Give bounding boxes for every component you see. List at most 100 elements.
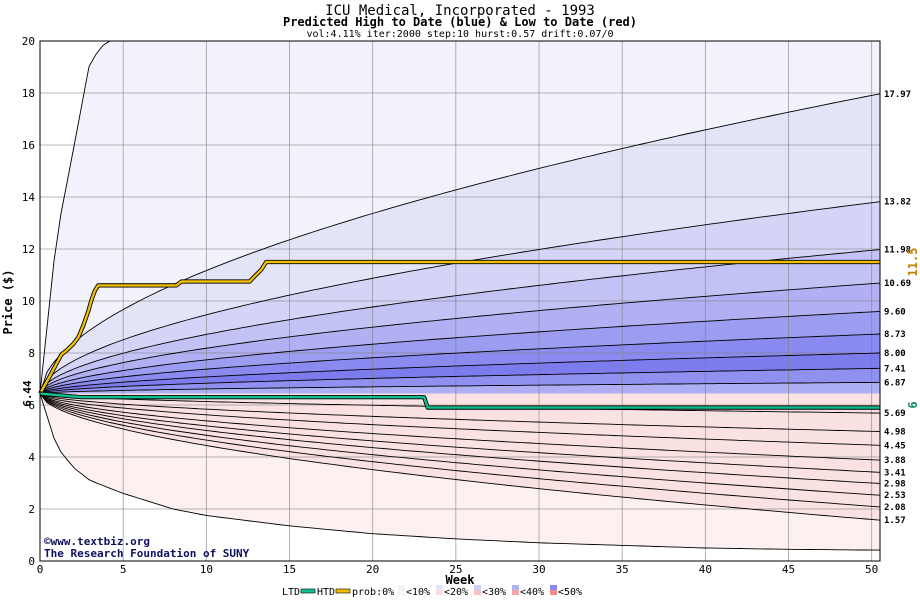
right-marker-label: 11.5 <box>906 248 920 277</box>
chart-params: vol:4.11% iter:2000 step:10 hurst:0.57 d… <box>306 29 613 40</box>
legend-band-label: <10% <box>406 587 430 598</box>
credit-line-1: ©www.textbiz.org <box>44 535 150 548</box>
band-end-label: 9.60 <box>884 307 906 317</box>
band-end-label: 8.00 <box>884 349 906 359</box>
probability-band <box>40 334 880 394</box>
legend-band-label: <20% <box>444 587 468 598</box>
band-boundary-line <box>39 352 881 395</box>
band-boundary-line <box>39 367 881 395</box>
probability-band <box>40 368 880 394</box>
y-tick-label: 12 <box>22 243 35 256</box>
x-axis-label: Week <box>446 573 476 587</box>
band-end-label: 7.41 <box>884 364 906 374</box>
y-axis-label: Price ($) <box>1 269 15 334</box>
legend-band-swatch-blue <box>550 585 557 590</box>
outer-boundary-line <box>39 393 880 551</box>
y-tick-label: 14 <box>22 191 36 204</box>
y-tick-label: 16 <box>22 139 35 152</box>
band-boundary-line <box>39 393 881 461</box>
y-tick-label: 20 <box>22 35 35 48</box>
x-tick-label: 35 <box>616 563 629 576</box>
x-tick-label: 30 <box>532 563 545 576</box>
start-price-label: 6.44 <box>21 380 34 407</box>
chart-title: ICU Medical, Incorporated - 1993 <box>325 3 595 19</box>
x-tick-label: 50 <box>865 563 878 576</box>
y-tick-label: 2 <box>28 503 35 516</box>
legend-band-swatch-blue <box>436 585 443 590</box>
x-tick-label: 40 <box>699 563 712 576</box>
y-tick-label: 0 <box>28 555 35 568</box>
legend-band-label: <50% <box>558 587 582 598</box>
y-tick-label: 6 <box>28 399 35 412</box>
band-boundary-line <box>39 282 881 394</box>
band-end-label: 4.45 <box>884 441 906 451</box>
legend-band-swatch-blue <box>398 585 405 590</box>
end-labels: 17.97 13.82 11.98 10.69 9.60 8.73 8.00 7.41 6.87… <box>884 90 920 526</box>
y-tick-label: 8 <box>28 347 35 360</box>
band-boundary-line <box>39 393 881 521</box>
band-boundary-line <box>39 333 881 394</box>
band-end-label: 10.69 <box>884 279 911 289</box>
ltd-series-line <box>39 392 880 409</box>
x-tick-label: 25 <box>449 563 462 576</box>
legend-band-swatch-red <box>398 590 405 595</box>
legend-band-label: <40% <box>520 587 544 598</box>
band-end-label: 13.82 <box>884 198 911 208</box>
band-end-label: 8.73 <box>884 330 906 340</box>
band-boundary-line <box>39 381 880 395</box>
x-tick-label: 10 <box>200 563 213 576</box>
band-end-label: 4.98 <box>884 428 906 438</box>
y-tick-label: 18 <box>22 87 35 100</box>
band-boundary-line <box>39 393 881 432</box>
legend-band-swatch-blue <box>512 585 519 590</box>
x-tick-label: 5 <box>120 563 127 576</box>
probability-band <box>40 283 880 394</box>
legend-band-swatch-blue <box>474 585 481 590</box>
band-end-label: 3.88 <box>884 456 906 466</box>
x-tick-label: 20 <box>366 563 379 576</box>
band-end-label: 3.41 <box>884 468 906 478</box>
chart-subtitle: Predicted High to Date (blue) & Low to D… <box>283 15 637 29</box>
band-boundary-line <box>39 310 881 394</box>
y-tick-label: 10 <box>22 295 35 308</box>
band-end-label: 17.97 <box>884 90 911 100</box>
probability-band <box>40 93 880 394</box>
legend-band-swatch-red <box>436 590 443 595</box>
legend: LTD HTD prob:0% <10% <20% <30% <40% <50% <box>282 585 582 598</box>
probability-band <box>40 41 880 394</box>
probability-band <box>40 201 880 394</box>
legend-band-swatch-red <box>550 590 557 595</box>
legend-prob-label: prob:0% <box>352 587 394 598</box>
band-end-label: 2.98 <box>884 480 906 490</box>
x-tick-label: 45 <box>782 563 795 576</box>
series-lines <box>38 259 880 410</box>
band-end-label: 2.53 <box>884 491 906 501</box>
legend-band-label: <30% <box>482 587 506 598</box>
x-tick-label: 15 <box>283 563 296 576</box>
band-boundary-line <box>39 393 881 496</box>
x-tick-label: 0 <box>37 563 44 576</box>
band-end-label: 6.87 <box>884 378 906 388</box>
band-boundary-line <box>39 393 881 446</box>
legend-htd-swatch <box>335 588 351 594</box>
htd-series-line <box>38 260 880 395</box>
probability-band <box>40 382 880 394</box>
y-tick-label: 4 <box>28 451 35 464</box>
band-end-label: 2.08 <box>884 503 906 513</box>
plot-frame <box>39 40 881 562</box>
legend-ltd-swatch <box>300 588 316 594</box>
credit-line-2: The Research Foundation of SUNY <box>44 547 250 560</box>
probability-band <box>40 249 880 394</box>
band-end-label: 1.57 <box>884 516 906 526</box>
band-boundary-line <box>39 393 881 484</box>
legend-ltd-label: LTD <box>282 587 300 598</box>
band-boundary-line <box>39 393 881 508</box>
legend-band-swatch-red <box>512 590 519 595</box>
right-marker-label: 6 <box>906 401 920 408</box>
legend-band-swatch-red <box>474 590 481 595</box>
band-boundary-line <box>39 393 881 473</box>
band-end-label: 5.69 <box>884 409 906 419</box>
axes: 0 5 10 15 20 25 30 35 40 45 50 0 2 4 6 8 10 12 14 16 18 20 6.4… <box>21 35 881 576</box>
legend-htd-label: HTD <box>317 587 335 598</box>
